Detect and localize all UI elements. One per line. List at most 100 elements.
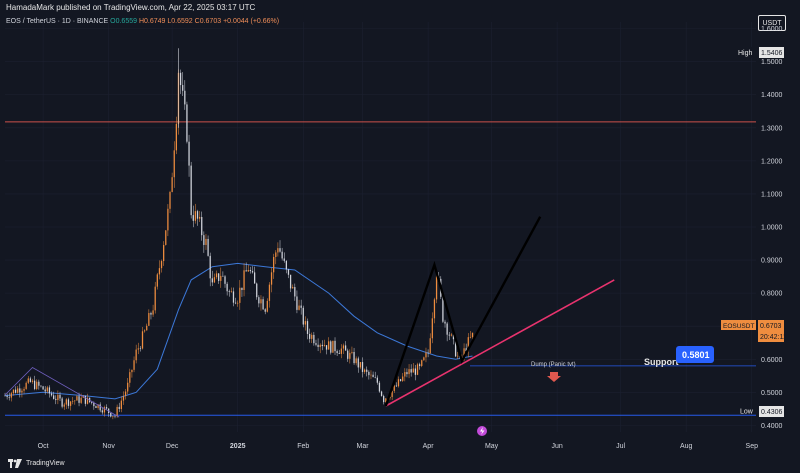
candle — [332, 340, 334, 353]
candle — [99, 404, 101, 411]
candle — [323, 345, 326, 347]
candle — [67, 399, 70, 406]
candle — [471, 332, 474, 338]
candle — [256, 283, 258, 298]
candle — [393, 385, 395, 391]
candle — [141, 331, 144, 349]
high-marker: High 1.5406 — [736, 47, 784, 58]
candle — [383, 395, 385, 403]
candle — [340, 348, 342, 354]
open-value: O0.6559 — [110, 18, 137, 25]
x-tick-label: May — [485, 443, 499, 450]
support-annotation[interactable]: Support 0.5801 — [644, 346, 714, 367]
candle — [17, 388, 19, 393]
candle — [50, 393, 53, 396]
candle — [21, 390, 23, 393]
candle — [311, 334, 313, 339]
drawings[interactable] — [4, 216, 615, 418]
candle — [450, 334, 453, 336]
x-tick-label: Aug — [680, 443, 693, 450]
candle — [431, 318, 433, 339]
x-tick-label: Jul — [616, 443, 625, 450]
candle — [391, 390, 393, 397]
candle — [116, 406, 118, 416]
candle — [14, 389, 17, 393]
candle — [234, 302, 237, 304]
candle — [129, 372, 131, 383]
candle — [465, 348, 467, 352]
y-tick-label: 1.1000 — [761, 191, 783, 198]
symbol-line[interactable]: EOS / TetherUS · 1D · BINANCE — [6, 18, 109, 25]
y-tick-label: 0.5000 — [761, 390, 783, 397]
candle — [114, 415, 116, 417]
candle — [171, 177, 173, 192]
lightning-icon[interactable] — [477, 426, 487, 436]
ohlc-legend: EOS / TetherUS · 1D · BINANCE O0.6559 H0… — [6, 18, 279, 25]
candle — [42, 386, 44, 390]
candle — [110, 412, 112, 417]
candle — [397, 379, 400, 387]
candle — [260, 299, 262, 304]
candle — [74, 400, 76, 402]
candle — [270, 272, 273, 285]
candle — [366, 369, 368, 372]
close-value: C0.6703 — [194, 18, 222, 25]
candle — [408, 369, 410, 375]
candle — [258, 297, 260, 304]
candle — [36, 381, 38, 389]
candle — [103, 407, 106, 413]
candle — [59, 394, 61, 399]
candle — [334, 340, 336, 352]
currency-button[interactable]: USDT — [758, 15, 786, 31]
candle — [203, 235, 205, 245]
candle — [33, 380, 36, 389]
horizontal-lines — [5, 121, 756, 416]
candle — [133, 360, 135, 370]
candle — [399, 379, 402, 381]
candle — [61, 398, 63, 407]
candle — [429, 338, 431, 353]
candle — [412, 368, 414, 373]
candle — [239, 287, 241, 303]
last-price-marker: EOSUSDT 0.6703 20:42:11 — [721, 320, 787, 342]
candle — [266, 300, 268, 312]
candle — [262, 299, 264, 310]
candle — [118, 406, 120, 410]
x-axis[interactable]: Oct Nov Dec 2025 Feb Mar Apr May Jun Jul Aug Sep — [38, 443, 758, 450]
candle — [289, 274, 292, 289]
candle — [378, 382, 381, 392]
candle — [467, 337, 469, 352]
candle — [10, 393, 12, 398]
high-value-legend: H0.6749 — [138, 18, 166, 25]
candle — [213, 277, 216, 283]
candle — [188, 141, 190, 166]
candle — [361, 362, 364, 372]
footer: TradingView — [8, 459, 65, 468]
dump-annotation[interactable]: Dump (Panic tvt) — [531, 362, 576, 382]
candle — [120, 400, 122, 410]
candle — [285, 260, 287, 270]
x-tick-label: Nov — [102, 443, 115, 450]
y-axis[interactable]: 1.6000 1.5000 1.4000 1.3000 1.2000 1.1000 1.00… — [761, 26, 783, 430]
candle — [363, 369, 366, 372]
candle — [182, 85, 184, 91]
candle — [273, 256, 275, 273]
candle — [351, 351, 353, 353]
candle — [376, 377, 378, 383]
y-tick-label: 1.2000 — [761, 158, 783, 165]
candle — [150, 313, 152, 315]
candle — [395, 385, 398, 387]
candle — [198, 216, 201, 219]
candle — [131, 369, 133, 373]
candle — [342, 345, 345, 349]
candle — [469, 337, 472, 338]
low-marker: Low 0.4306 — [740, 406, 784, 417]
candle — [368, 371, 370, 376]
candle — [95, 406, 97, 408]
tradingview-logo-icon — [8, 459, 22, 468]
publish-info: HamadaMark published on TradingView.com,… — [6, 3, 256, 12]
candle — [251, 271, 254, 273]
candle — [228, 291, 230, 293]
candle — [402, 376, 404, 381]
